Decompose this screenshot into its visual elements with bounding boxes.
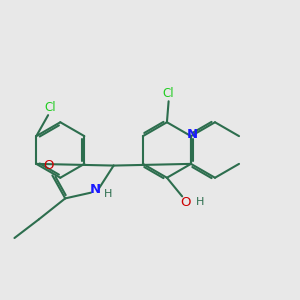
Text: Cl: Cl xyxy=(163,87,174,100)
Text: N: N xyxy=(89,183,100,196)
Text: H: H xyxy=(196,197,204,207)
Text: O: O xyxy=(43,159,53,172)
Text: N: N xyxy=(187,128,198,141)
Text: Cl: Cl xyxy=(44,101,56,114)
Text: H: H xyxy=(104,189,113,199)
Text: O: O xyxy=(180,196,191,208)
